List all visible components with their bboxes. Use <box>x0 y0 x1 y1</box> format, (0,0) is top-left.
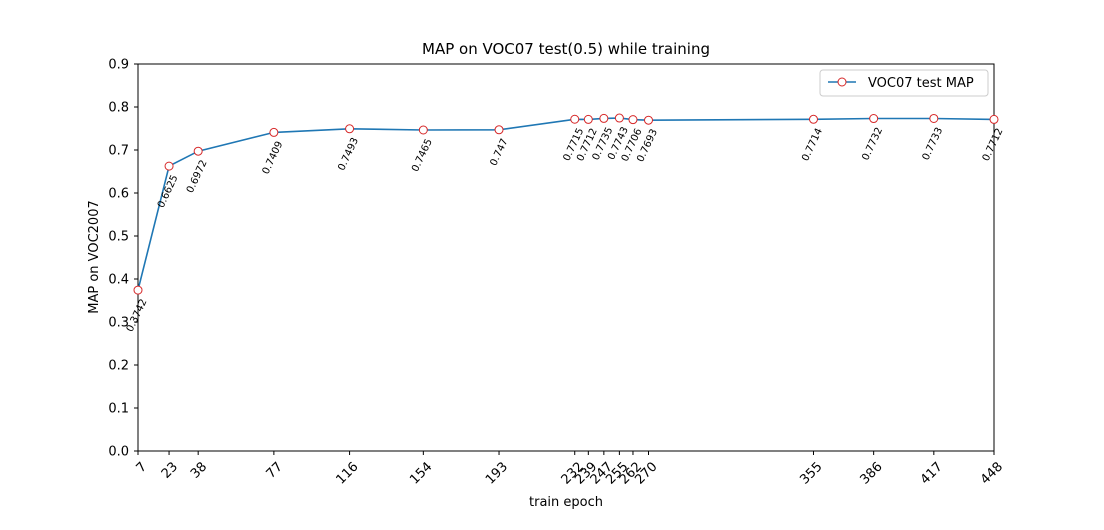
plot-area: 0.0 0.1 0.2 0.3 0.4 0.5 0.6 0.7 0.8 0.9 7 23 38 77 116… <box>108 58 1006 488</box>
x-tick-label: 7 <box>134 459 150 475</box>
legend: VOC07 test MAP <box>819 69 989 97</box>
data-label: 0.7712 <box>981 127 1006 163</box>
y-tick-label: 0.9 <box>108 58 129 73</box>
data-point <box>345 124 355 134</box>
legend-frame <box>819 69 989 97</box>
x-tick-label: 355 <box>797 459 825 487</box>
x-tick-label: 116 <box>333 459 361 487</box>
y-tick-label: 0.2 <box>108 359 129 374</box>
data-point <box>133 285 143 295</box>
data-point <box>643 115 653 125</box>
x-tick-label: 448 <box>978 459 1006 487</box>
data-point <box>570 114 580 124</box>
data-point <box>269 127 279 137</box>
y-tick-label: 0.3 <box>108 316 129 331</box>
x-tick-label: 417 <box>918 459 946 487</box>
y-tick-label: 0.4 <box>108 273 129 288</box>
axes-frame <box>137 63 995 452</box>
data-point <box>193 146 203 156</box>
x-tick-label: 77 <box>264 459 286 481</box>
data-point <box>494 125 504 135</box>
data-point <box>164 161 174 171</box>
x-tick-label: 193 <box>483 459 511 487</box>
data-point <box>614 113 624 123</box>
y-tick-label: 0.6 <box>108 187 129 202</box>
data-label: 0.6972 <box>185 159 210 195</box>
chart-title: MAP on VOC07 test(0.5) while training <box>422 40 710 58</box>
data-point <box>599 113 609 123</box>
data-label: 0.747 <box>488 137 510 168</box>
data-label: 0.7733 <box>921 126 946 162</box>
series-line <box>137 117 995 291</box>
data-label: 0.7465 <box>410 137 435 173</box>
data-point <box>583 114 593 124</box>
data-point <box>929 113 939 123</box>
x-tick-label: 386 <box>858 459 886 487</box>
x-tick-label: 23 <box>159 459 181 481</box>
y-axis-label: MAP on VOC2007 <box>87 200 102 313</box>
legend-label: VOC07 test MAP <box>868 76 974 91</box>
y-tick-label: 0.0 <box>108 445 129 460</box>
legend-marker-swatch <box>837 77 847 87</box>
data-point <box>418 125 428 135</box>
data-label: 0.7714 <box>800 127 825 163</box>
data-label: 0.6625 <box>156 173 181 209</box>
y-tick-label: 0.7 <box>108 144 129 159</box>
data-point <box>989 114 999 124</box>
x-axis-label: train epoch <box>529 495 603 510</box>
y-tick-label: 0.8 <box>108 101 129 116</box>
data-point <box>808 114 818 124</box>
data-label: 0.7732 <box>860 126 885 162</box>
y-tick-label: 0.5 <box>108 230 129 245</box>
y-tick-label: 0.1 <box>108 402 129 417</box>
data-label: 0.7409 <box>261 140 286 176</box>
x-tick-label: 154 <box>407 459 435 487</box>
data-label: 0.7493 <box>336 136 361 172</box>
data-point <box>869 114 879 124</box>
data-point <box>628 115 638 125</box>
x-tick-label: 38 <box>188 459 210 481</box>
